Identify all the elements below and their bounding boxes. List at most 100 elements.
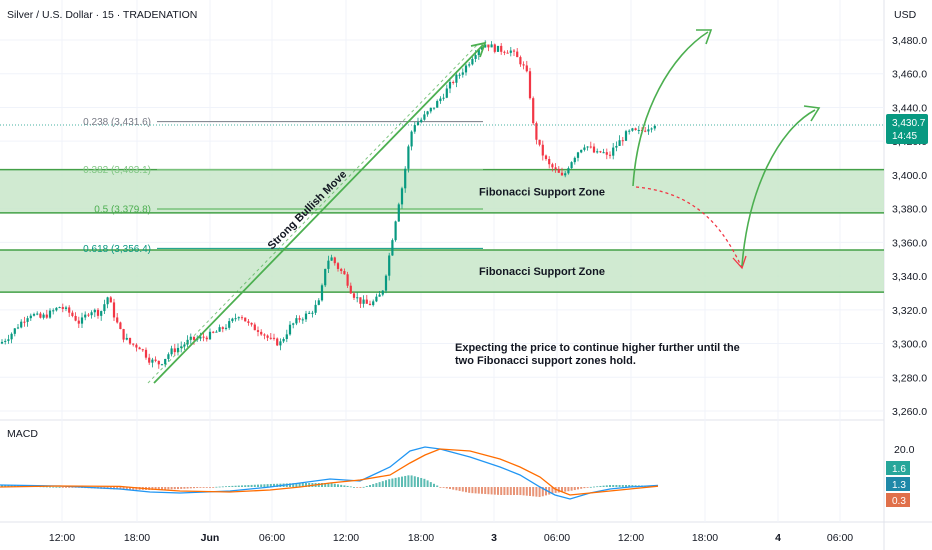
macd-hist-bar — [129, 487, 131, 490]
candle-body — [292, 323, 295, 325]
fib-levels — [157, 121, 483, 249]
candle-body — [141, 349, 144, 351]
candle-body — [522, 64, 525, 66]
candle-body — [116, 317, 119, 323]
macd-hist-bar — [346, 485, 349, 487]
macd-hist-bar — [340, 484, 343, 487]
macd-hist-bar — [250, 484, 253, 487]
macd-hist-bar — [289, 483, 291, 487]
fib-zone — [0, 249, 884, 293]
macd-hist-bar — [609, 485, 611, 487]
candle-body — [42, 314, 45, 318]
fib-level-label: 0.5 (3,379.8) — [94, 204, 151, 215]
candle-body — [480, 47, 484, 50]
macd-hist-bar — [327, 483, 330, 487]
fib-zone — [0, 169, 884, 213]
macd-hist-bar — [237, 485, 240, 487]
candle-body — [346, 274, 349, 286]
candle-body — [10, 333, 13, 340]
macd-hist-bar — [199, 487, 202, 488]
candle-body — [541, 144, 544, 156]
macd-hist-bar — [167, 487, 170, 490]
macd-hist-bar — [359, 487, 362, 488]
candle-body — [269, 337, 272, 339]
candle-body — [391, 240, 394, 256]
macd-hist-bar — [385, 480, 387, 487]
candle-body — [420, 119, 423, 123]
macd-hist-bar — [71, 487, 74, 488]
candle-body — [426, 111, 429, 115]
candle-body — [327, 260, 330, 269]
candle-body — [372, 301, 375, 306]
candle-body — [384, 275, 388, 291]
macd-hist-bar — [561, 487, 563, 493]
macd-hist-bar — [266, 484, 269, 487]
candle-body — [20, 321, 23, 328]
macd-hist-bar — [433, 483, 435, 487]
macd-hist-bar — [228, 486, 231, 487]
candle-body — [343, 271, 346, 275]
macd-hist-bar — [292, 483, 295, 487]
candle-body — [189, 336, 192, 340]
candle-body — [653, 125, 656, 129]
candle-body — [548, 158, 551, 165]
price-tick: 3,360.0 — [892, 237, 927, 249]
macd-hist-bar — [68, 487, 71, 488]
candle-body — [416, 122, 420, 126]
candle-body — [311, 312, 314, 314]
macd-hist-bar — [503, 487, 506, 495]
macd-pane[interactable]: MACD 20.0 1.6 1.3 0.3 — [0, 428, 915, 507]
macd-hist-bar — [631, 485, 634, 487]
candle-body — [93, 309, 96, 313]
macd-hist-bar — [407, 475, 410, 487]
candle-body — [461, 72, 464, 75]
macd-hist-bar — [516, 487, 519, 495]
candles — [0, 40, 656, 369]
candle-body — [551, 164, 554, 168]
candle-body — [173, 348, 176, 353]
macd-hist-bar — [477, 487, 480, 494]
candle-body — [23, 321, 26, 323]
macd-hist-bar — [161, 487, 163, 490]
macd-hist-bar — [401, 476, 403, 487]
candle-body — [87, 314, 90, 316]
candle-body — [215, 331, 218, 333]
macd-hist-bar — [625, 485, 627, 487]
macd-hist-bar — [551, 487, 554, 494]
macd-hist-bar — [247, 485, 250, 487]
macd-hist-bar — [557, 487, 560, 493]
candle-body — [135, 344, 138, 348]
candle-body — [58, 307, 61, 309]
candle-body — [362, 299, 365, 304]
candle-body — [64, 307, 68, 309]
candle-body — [410, 131, 413, 147]
candle-body — [183, 344, 186, 347]
candle-body — [464, 65, 468, 73]
macd-hist-bar — [404, 475, 407, 487]
macd-hist-bar — [353, 487, 355, 488]
macd-hist-bar — [461, 487, 464, 492]
price-tick: 3,460.0 — [892, 69, 927, 81]
candle-body — [132, 343, 135, 345]
candle-body — [164, 358, 167, 365]
candle-body — [298, 318, 301, 320]
candle-body — [528, 71, 532, 99]
fib-level-label: 0.618 (3,356.4) — [83, 244, 151, 255]
macd-hist-bar — [436, 485, 439, 487]
candle-body — [381, 290, 384, 295]
candle-body — [519, 57, 522, 65]
time-axis[interactable]: 12:00 18:00 Jun 06:00 12:00 18:00 3 06:00 12:00 1… — [49, 532, 853, 544]
candle-body — [13, 328, 16, 334]
candle-body — [276, 338, 279, 346]
price-axis[interactable] — [884, 0, 932, 550]
time-tick: 12:00 — [333, 532, 359, 544]
macd-hist-bar — [548, 487, 551, 495]
macd-hist-bar — [426, 480, 429, 487]
candle-body — [119, 322, 122, 330]
macd-hist-bar — [193, 487, 195, 489]
macd-hist-bar — [7, 485, 10, 487]
candle-body — [452, 81, 455, 83]
candle-body — [39, 313, 42, 318]
candle-body — [138, 347, 141, 350]
